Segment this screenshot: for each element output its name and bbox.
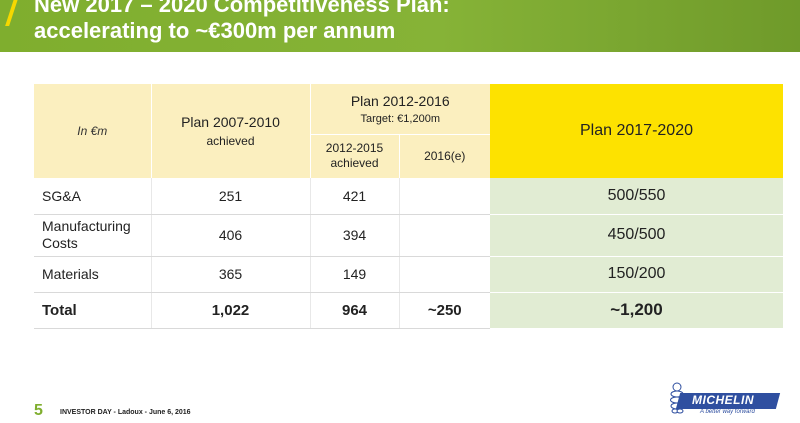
plan-2017-2020-header: Plan 2017-2020 — [490, 84, 783, 178]
row-label: SG&A — [34, 178, 151, 215]
table-row: Materials 365 149 150/200 — [34, 256, 783, 293]
cell-value: 365 — [150, 256, 310, 293]
cell-value: 450/500 — [490, 214, 783, 257]
table-row: SG&A 251 421 500/550 — [34, 178, 783, 215]
cell-value — [398, 256, 490, 293]
cell-value: 394 — [309, 214, 399, 257]
page-number: 5 — [34, 402, 43, 419]
plan-2007-2010-label: Plan 2007-2010 — [181, 114, 280, 130]
cell-value: 150/200 — [490, 256, 783, 293]
cell-value — [398, 178, 490, 215]
row-label: Manufacturing Costs — [34, 214, 151, 257]
logo-tagline: A better way forward — [700, 409, 755, 415]
michelin-logo: MICHELIN A better way forward — [670, 382, 785, 416]
col-2012-2015-label: 2012-2015 achieved — [325, 140, 384, 170]
table-row: Manufacturing Costs 406 394 450/500 — [34, 214, 783, 257]
plan-2007-2010-header: Plan 2007-2010 achieved — [150, 84, 310, 178]
total-row: Total 1,022 964 ~250 ~1,200 — [34, 292, 783, 329]
total-value: 1,022 — [150, 292, 310, 329]
banner-accent-stripe — [5, 0, 19, 26]
footer-event-info: INVESTOR DAY - Ladoux - June 6, 2016 — [60, 409, 191, 416]
total-value: 964 — [309, 292, 399, 329]
col-2012-2015-header: 2012-2015 achieved — [309, 133, 399, 178]
row-label: Materials — [34, 256, 151, 293]
plan-2017-2020-label: Plan 2017-2020 — [580, 122, 693, 139]
cell-value: 500/550 — [490, 178, 783, 215]
total-value: ~250 — [398, 292, 490, 329]
title-banner: New 2017 – 2020 Competitiveness Plan: ac… — [0, 0, 800, 52]
slide-title-line1: New 2017 – 2020 Competitiveness Plan: — [34, 0, 450, 17]
total-label: Total — [34, 292, 151, 329]
cell-value: 406 — [150, 214, 310, 257]
cell-value: 251 — [150, 178, 310, 215]
logo-wordmark: MICHELIN — [692, 393, 754, 407]
slide-title-line2: accelerating to ~€300m per annum — [34, 18, 396, 43]
plan-2012-2016-target: Target: €1,200m — [360, 112, 441, 125]
unit-label: In €m — [77, 124, 108, 138]
plan-2012-2016-label: Plan 2012-2016 — [350, 92, 450, 109]
plan-2012-2016-header: Plan 2012-2016 Target: €1,200m — [309, 84, 490, 134]
col-2016e-label: 2016(e) — [424, 149, 466, 164]
cell-value: 149 — [309, 256, 399, 293]
cell-value — [398, 214, 490, 257]
col-2016e-header: 2016(e) — [398, 133, 490, 178]
plan-2007-2010-sub: achieved — [206, 134, 255, 148]
unit-label-cell: In €m — [34, 84, 151, 178]
total-value: ~1,200 — [490, 292, 783, 329]
competitiveness-table: In €m Plan 2007-2010 achieved Plan 2012-… — [34, 84, 783, 329]
cell-value: 421 — [309, 178, 399, 215]
